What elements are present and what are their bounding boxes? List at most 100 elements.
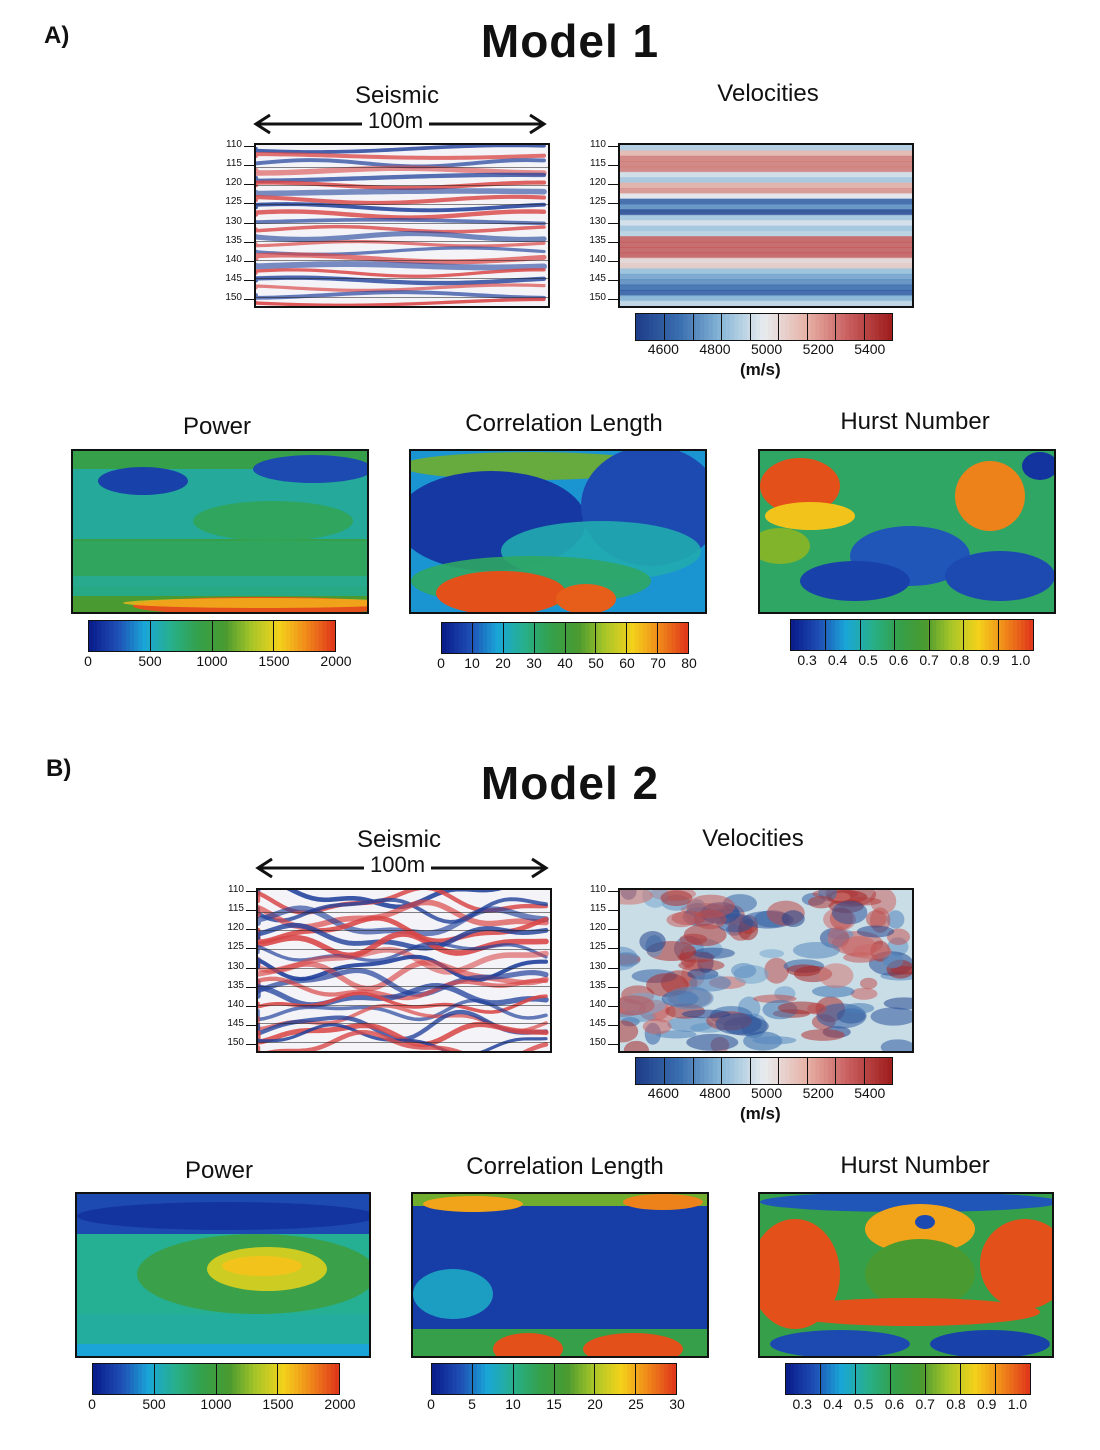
depth-tick-label: 130: [589, 960, 606, 972]
velocity-layer: [620, 295, 912, 302]
seismic-reflector: [258, 931, 549, 959]
attribute-map: [760, 1194, 1052, 1356]
attribute-region: [123, 598, 367, 608]
colorbar-divider: [890, 1364, 892, 1394]
panel-a-hurst-image: [758, 449, 1056, 614]
velocity-patch: [890, 965, 912, 975]
seismic-reflector: [256, 172, 547, 183]
velocity-layer: [620, 155, 912, 163]
depth-grid-line: [256, 222, 548, 224]
colorbar-divider: [687, 623, 689, 653]
velocity-layer: [620, 166, 912, 173]
colorbar-divider: [553, 1364, 555, 1394]
velocity-patch: [665, 986, 714, 1010]
colorbar-divider: [721, 314, 723, 340]
depth-tick-mark: [244, 222, 254, 224]
depth-tick-mark: [246, 929, 256, 931]
panel-b-power-colorbar-labels: 0 500 1000 1500 2000: [88, 1396, 355, 1416]
attribute-region: [770, 1330, 910, 1356]
velocity-patch: [856, 925, 895, 938]
colorbar-tick-label: 60: [619, 655, 635, 671]
velocity-patch: [781, 910, 805, 927]
velocity-patch: [764, 957, 789, 984]
panel-b-velocities-unit: (m/s): [740, 1104, 781, 1123]
colorbar-tick-label: 0.4: [827, 652, 848, 668]
depth-tick-mark: [246, 891, 256, 892]
depth-tick-label: 130: [225, 215, 242, 227]
depth-tick-label: 110: [226, 139, 242, 150]
colorbar-divider: [749, 314, 751, 340]
panel-a-hurst-title: Hurst Number: [840, 408, 990, 435]
depth-tick-mark: [246, 967, 256, 969]
velocity-layer: [620, 171, 912, 179]
depth-grid-line: [258, 1004, 550, 1006]
depth-tick-mark: [246, 1044, 256, 1045]
panel-b-correlation-colorbar-labels: 0 5 10 15 20 25 30: [427, 1396, 685, 1416]
depth-grid-line: [258, 967, 550, 969]
velocity-patch: [683, 923, 727, 947]
velocity-layer: [620, 145, 912, 152]
colorbar-divider: [959, 1364, 961, 1394]
attribute-region: [760, 458, 840, 514]
colorbar-tick-label: 5400: [854, 341, 886, 357]
colorbar-tick-label: 0: [437, 655, 445, 671]
depth-tick-mark: [608, 948, 618, 950]
velocity-layer: [620, 187, 912, 195]
depth-tick-mark: [246, 986, 256, 988]
depth-grid-line: [256, 241, 548, 243]
colorbar-tick-label: 0.8: [949, 652, 970, 668]
velocity-layer: [620, 263, 912, 270]
colorbar-divider: [211, 621, 213, 651]
velocity-layer: [620, 257, 912, 265]
panel-a-hurst-colorbar-labels: 0.3 0.4 0.5 0.6 0.7 0.8 0.9 1.0: [790, 652, 1034, 672]
depth-tick-label: 150: [589, 292, 606, 303]
attribute-region: [583, 1333, 683, 1356]
panel-a-correlation-title: Correlation Length: [465, 410, 663, 437]
depth-tick-mark: [244, 203, 254, 205]
colorbar-tick-label: 10: [505, 1396, 521, 1412]
attribute-map: [411, 451, 705, 612]
depth-tick-label: 130: [227, 960, 244, 972]
velocity-layer: [620, 161, 912, 168]
attribute-region: [1022, 452, 1054, 480]
depth-tick-label: 150: [589, 1037, 606, 1048]
colorbar-tick-label: 1.0: [1007, 1396, 1028, 1412]
velocity-patch: [883, 997, 912, 1010]
colorbar-tick-label: 25: [628, 1396, 644, 1412]
colorbar-tick-label: 0.3: [797, 652, 817, 668]
depth-tick-label: 140: [589, 253, 606, 265]
depth-tick-mark: [244, 184, 254, 186]
velocity-layer: [620, 209, 912, 216]
seismic-reflector: [258, 897, 548, 924]
attribute-region: [915, 1215, 935, 1229]
velocity-section: [620, 890, 912, 1051]
colorbar-divider: [1032, 620, 1034, 650]
colorbar-divider: [594, 1364, 596, 1394]
depth-tick-label: 120: [589, 177, 606, 189]
velocity-patch: [870, 1007, 912, 1026]
colorbar-tick-label: 0: [84, 653, 92, 669]
seismic-reflector: [256, 188, 547, 197]
velocity-patch: [660, 890, 693, 906]
panel-a-hurst-colorbar: [790, 619, 1034, 651]
depth-tick-label: 140: [589, 998, 606, 1010]
depth-grid-line: [256, 297, 548, 298]
panel-b-title: Model 2: [480, 757, 660, 809]
colorbar-tick-label: 0.9: [980, 652, 1000, 668]
colorbar-tick-label: 4800: [699, 1085, 731, 1101]
panel-b-hurst-colorbar: [785, 1363, 1031, 1395]
velocity-patch: [692, 947, 735, 959]
attribute-region: [760, 1219, 840, 1329]
colorbar-divider: [924, 1364, 926, 1394]
depth-grid-line: [258, 930, 550, 932]
attribute-region: [930, 1330, 1050, 1356]
colorbar-divider: [859, 620, 861, 650]
colorbar-tick-label: 0.6: [884, 1396, 905, 1412]
colorbar-tick-label: 50: [588, 655, 604, 671]
seismic-reflector: [256, 268, 546, 278]
depth-tick-label: 115: [226, 158, 242, 170]
colorbar-divider: [512, 1364, 514, 1394]
seismic-reflector: [258, 982, 549, 1008]
panel-a-correlation-image: [409, 449, 707, 614]
velocity-patch: [639, 931, 666, 953]
